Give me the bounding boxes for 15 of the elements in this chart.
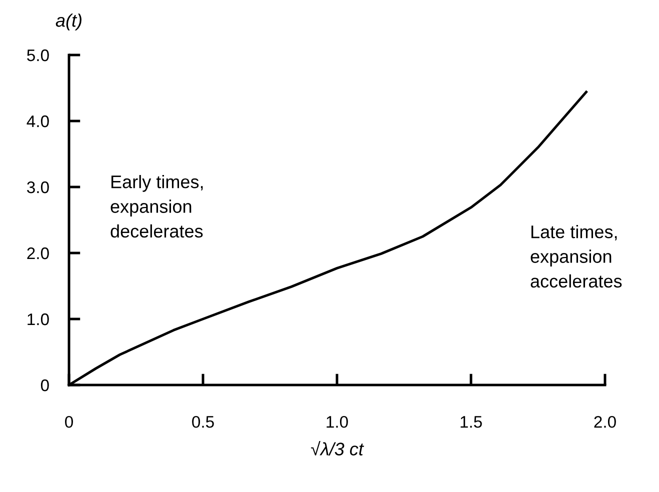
annotation: Early times, expansion decelerates <box>110 175 203 238</box>
x-axis-title: √λ/3 ct <box>310 441 364 456</box>
annotation: Late times, expansion accelerates <box>530 225 622 288</box>
x-tick-label: 0.5 <box>192 416 214 428</box>
x-tick-label: 1.5 <box>460 416 482 428</box>
y-tick-label: 0 <box>40 379 49 392</box>
x-tick-label: 1.0 <box>326 416 348 428</box>
y-tick-label: 3.0 <box>27 181 49 194</box>
y-tick-label: 1.0 <box>28 313 49 326</box>
y-axis-title: a(t) <box>56 14 82 30</box>
y-tick-label: 5.0 <box>27 49 49 62</box>
y-tick-label: 2.0 <box>27 247 49 260</box>
x-tick-label: 2.0 <box>594 416 616 428</box>
x-tick-label: 0 <box>65 416 73 428</box>
y-tick-label: 4.0 <box>26 115 49 128</box>
